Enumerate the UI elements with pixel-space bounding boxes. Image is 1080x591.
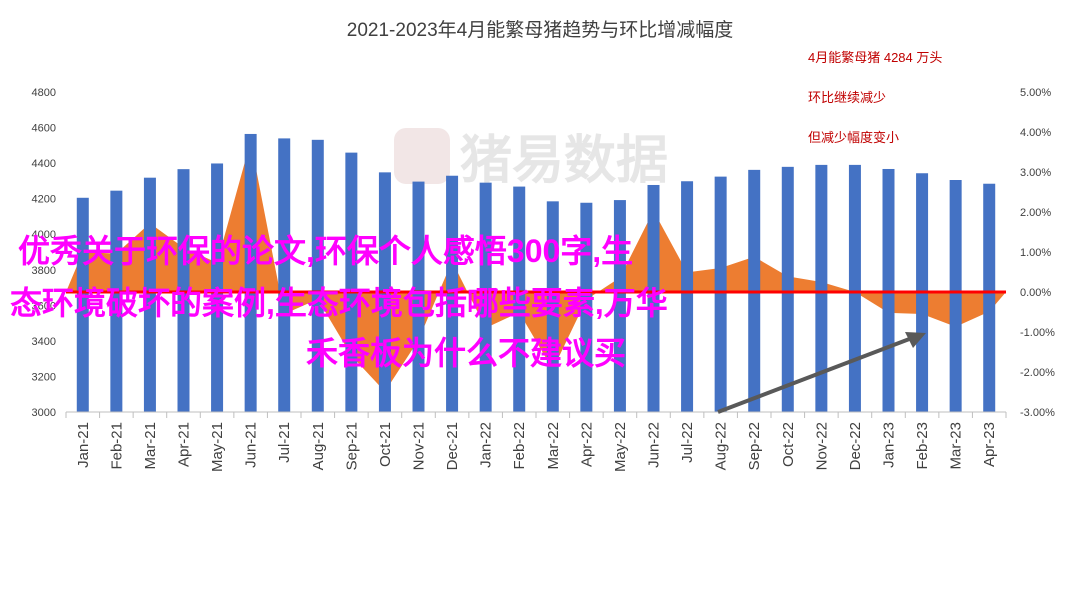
bar-Jun-21 xyxy=(244,133,257,412)
x-tick-label: Jan-23 xyxy=(881,422,898,468)
x-tick-label: Aug-22 xyxy=(713,422,730,470)
y-right-tick: 2.00% xyxy=(1020,207,1051,219)
y-left-tick: 4400 xyxy=(32,158,56,170)
y-right-tick: 5.00% xyxy=(1020,87,1051,99)
y-left-tick: 4200 xyxy=(32,194,56,206)
bar-Aug-21 xyxy=(311,139,324,413)
x-tick-label: Dec-22 xyxy=(847,422,864,470)
bar-Jul-21 xyxy=(278,138,291,412)
overlay-line-1: 优秀关于环保的论文,环保个人感悟300字,生 xyxy=(18,233,633,269)
y-left-tick: 4000 xyxy=(32,229,56,241)
y-right-tick: -3.00% xyxy=(1020,407,1055,419)
bar-Apr-22 xyxy=(580,202,593,412)
annotation-2: 环比继续减少 xyxy=(808,90,886,105)
y-left-tick: 4800 xyxy=(32,87,56,99)
x-tick-label: Jul-21 xyxy=(276,422,293,463)
x-tick-label: Sep-22 xyxy=(746,422,763,470)
x-tick-label: Jul-22 xyxy=(679,422,696,463)
y-right-tick: 1.00% xyxy=(1020,247,1051,259)
y-right-tick: 4.00% xyxy=(1020,127,1051,139)
watermark-text: 猪易数据 xyxy=(460,132,668,190)
overlay-line-3: 禾香板为什么不建议买 xyxy=(306,335,626,371)
bar-Jan-22 xyxy=(479,182,492,412)
x-tick-label: May-22 xyxy=(612,422,629,472)
bar-Mar-23 xyxy=(949,180,962,412)
x-tick-label: Mar-23 xyxy=(948,422,965,470)
bar-May-21 xyxy=(211,163,224,412)
bar-Feb-21 xyxy=(110,190,123,412)
x-tick-label: Jun-21 xyxy=(243,422,260,468)
chart-title: 2021-2023年4月能繁母猪趋势与环比增减幅度 xyxy=(347,19,733,41)
bar-Jul-22 xyxy=(681,181,694,412)
bar-Nov-22 xyxy=(815,164,828,412)
trend-arrow-head xyxy=(905,332,926,348)
bar-May-22 xyxy=(613,200,626,412)
trend-arrow xyxy=(717,332,926,414)
axes: 3000 3200 3400 3600 3800 4000 4200 4400 4600 4800… xyxy=(32,87,1056,472)
bar-Nov-21 xyxy=(412,181,425,412)
x-tick-label: Feb-23 xyxy=(914,422,931,470)
annotation-1: 4月能繁母猪 4284 万头 xyxy=(808,50,942,65)
x-tick-label: Jan-21 xyxy=(75,422,92,468)
y-right-tick: 3.00% xyxy=(1020,167,1051,179)
bar-Jan-21 xyxy=(76,197,89,412)
trend-arrow-shaft xyxy=(717,336,913,414)
overlay-line-2: 态环境破坏的案例,生态环境包括哪些要素,万华 xyxy=(10,285,668,321)
bar-Jan-23 xyxy=(882,168,895,412)
x-tick-label: Mar-22 xyxy=(545,422,562,470)
x-tick-label: Aug-21 xyxy=(310,422,327,470)
x-tick-label: Apr-22 xyxy=(578,422,595,467)
x-tick-label: Nov-21 xyxy=(411,422,428,470)
x-tick-label: Nov-22 xyxy=(813,422,830,470)
y-left-tick: 3400 xyxy=(32,336,56,348)
annotation-3: 但减少幅度变小 xyxy=(808,130,899,145)
bar-Dec-21 xyxy=(446,175,459,412)
x-tick-label: Apr-23 xyxy=(981,422,998,467)
y-right-tick: -1.00% xyxy=(1020,327,1055,339)
y-left-tick: 3800 xyxy=(32,265,56,277)
x-tick-label: Dec-21 xyxy=(444,422,461,470)
bar-series xyxy=(76,133,996,413)
bar-Feb-22 xyxy=(513,186,526,412)
bar-Oct-22 xyxy=(781,166,794,412)
x-tick-label: Jun-22 xyxy=(646,422,663,468)
y-right-tick: -2.00% xyxy=(1020,367,1055,379)
x-tick-label: Apr-21 xyxy=(176,422,193,467)
bar-Jun-22 xyxy=(647,184,660,412)
overlay-text: 优秀关于环保的论文,环保个人感悟300字,生 态环境破坏的案例,生态环境包括哪些… xyxy=(10,233,668,371)
bar-Mar-22 xyxy=(546,201,559,412)
y-left-tick: 3000 xyxy=(32,407,56,419)
x-tick-label: Sep-21 xyxy=(343,422,360,470)
x-tick-label: Feb-21 xyxy=(108,422,125,470)
x-tick-label: Oct-22 xyxy=(780,422,797,467)
bar-Dec-22 xyxy=(848,164,861,412)
y-left-tick: 3200 xyxy=(32,371,56,383)
y-left-tick: 4600 xyxy=(32,123,56,135)
watermark-logo-icon xyxy=(394,128,450,184)
x-tick-label: Mar-21 xyxy=(142,422,159,470)
x-tick-label: May-21 xyxy=(209,422,226,472)
x-tick-label: Jan-22 xyxy=(478,422,495,468)
bar-Sep-21 xyxy=(345,152,358,412)
bar-Mar-21 xyxy=(143,177,156,412)
bar-Apr-23 xyxy=(983,183,996,412)
y-right-tick: 0.00% xyxy=(1020,287,1051,299)
x-tick-label: Feb-22 xyxy=(511,422,528,470)
y-left-tick: 3600 xyxy=(32,300,56,312)
bar-Aug-22 xyxy=(714,176,727,412)
x-tick-label: Oct-21 xyxy=(377,422,394,467)
watermark-logo: 猪易数据 xyxy=(394,128,668,190)
